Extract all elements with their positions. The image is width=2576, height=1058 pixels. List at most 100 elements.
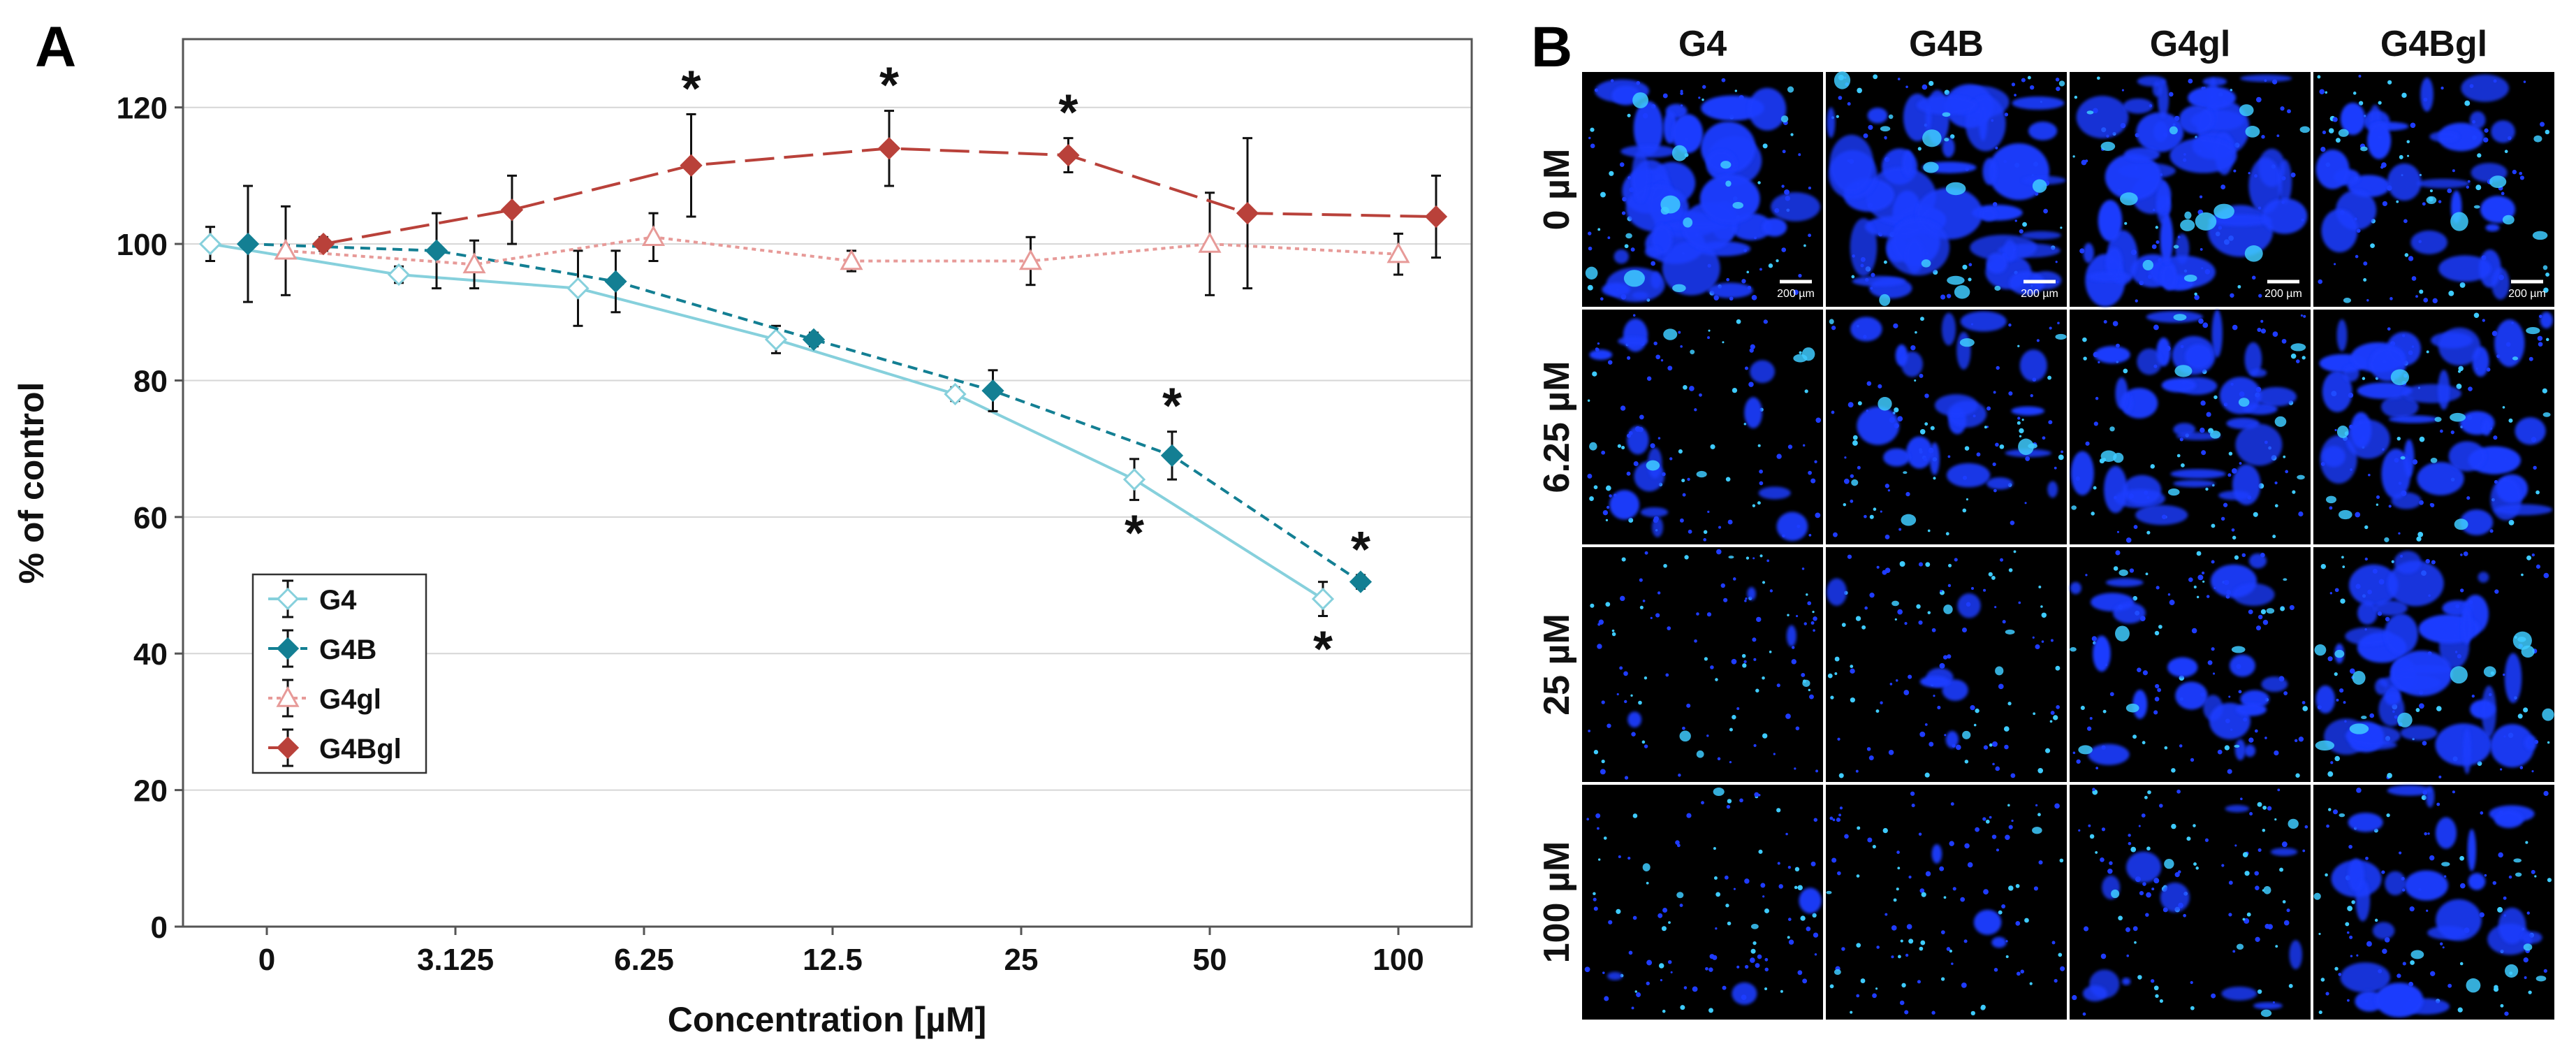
cell-speck — [2142, 741, 2146, 745]
cell-speck — [2279, 867, 2284, 872]
cell-speck — [2388, 505, 2392, 508]
cell-speck — [2387, 80, 2392, 85]
cell-speck — [1776, 683, 1780, 688]
cell-speck — [1653, 341, 1657, 346]
cell-speck — [2198, 318, 2204, 324]
cell-speck — [2300, 314, 2303, 317]
cell-speck — [2543, 287, 2549, 294]
cell-speck — [1851, 275, 1855, 279]
cell-speck — [1795, 726, 1800, 731]
cell-speck — [1896, 887, 1899, 891]
cell-cluster — [2083, 242, 2094, 263]
cell-speck — [2002, 620, 2006, 624]
cell-speck — [2086, 726, 2092, 731]
cell-speck — [2171, 823, 2176, 829]
cell-speck — [1933, 477, 1936, 480]
cell-speck — [2274, 481, 2278, 485]
fluorescence-spot — [2336, 425, 2349, 438]
cell-speck — [2526, 911, 2530, 915]
cell-speck — [1662, 1009, 1666, 1013]
cell-speck — [2303, 314, 2306, 318]
cell-speck — [2257, 802, 2262, 807]
fluorescence-spot — [2454, 519, 2468, 530]
cell-speck — [1966, 498, 1968, 501]
fluorescence-spot — [2173, 314, 2187, 321]
cell-speck — [1776, 259, 1779, 263]
cell-speck — [2531, 770, 2534, 773]
cell-speck — [2153, 985, 2159, 991]
cell-speck — [2010, 520, 2015, 526]
cell-speck — [1882, 827, 1888, 834]
cell-speck — [2153, 324, 2159, 331]
cell-cluster — [2438, 255, 2491, 282]
cell-speck — [2355, 254, 2359, 259]
cell-speck — [1757, 444, 1761, 447]
data-point — [641, 225, 666, 247]
cell-speck — [1975, 708, 1979, 713]
cell-cluster — [2321, 209, 2358, 253]
series-g4b: ** — [236, 184, 1373, 593]
cell-speck — [2334, 588, 2339, 593]
cell-cluster — [2104, 465, 2128, 514]
cell-speck — [2228, 913, 2232, 917]
cell-speck — [2054, 978, 2058, 983]
cell-speck — [1950, 802, 1954, 806]
fluorescence-spot — [1696, 750, 1704, 758]
legend-label: G4 — [319, 585, 357, 616]
cell-cluster — [2088, 744, 2130, 765]
row-label: 0 µM — [1537, 149, 1577, 231]
cell-speck — [2142, 882, 2146, 886]
fluorescence-spot — [2260, 1009, 2272, 1017]
cell-speck — [1992, 762, 1995, 766]
cell-speck — [2186, 836, 2191, 841]
cell-speck — [2534, 875, 2537, 878]
cell-speck — [2030, 394, 2033, 398]
cell-speck — [2325, 873, 2328, 877]
cell-cluster — [1867, 107, 1888, 124]
cell-speck — [2355, 512, 2361, 518]
cell-cluster — [1905, 436, 1933, 469]
cell-speck — [2438, 775, 2442, 778]
cell-cluster — [2468, 873, 2486, 890]
cell-speck — [2260, 609, 2267, 615]
cell-speck — [1962, 264, 1968, 270]
fluorescence-spot — [1787, 86, 1794, 93]
data-point — [312, 232, 335, 256]
cell-speck — [1984, 426, 1987, 429]
cell-speck — [1694, 408, 1697, 412]
cell-speck — [1762, 733, 1768, 739]
cell-speck — [2190, 758, 2195, 762]
cell-speck — [1745, 597, 1748, 600]
cell-cluster — [2028, 121, 2058, 140]
cell-speck — [2480, 811, 2484, 815]
cell-cluster — [2137, 348, 2162, 375]
cell-cluster — [2404, 870, 2448, 901]
cell-speck — [1601, 759, 1605, 764]
cell-speck — [2406, 140, 2410, 144]
cell-speck — [2084, 926, 2089, 932]
cell-speck — [1751, 295, 1757, 300]
cell-speck — [1831, 326, 1836, 331]
cell-speck — [2014, 219, 2017, 222]
cell-speck — [1651, 261, 1656, 266]
cell-speck — [1768, 263, 1773, 268]
cell-speck — [2332, 117, 2338, 122]
cell-speck — [1631, 732, 1636, 737]
fluorescence-spot — [2086, 110, 2094, 115]
cell-speck — [1746, 556, 1750, 560]
cell-speck — [1856, 874, 1860, 878]
cell-cluster — [2235, 423, 2283, 466]
cell-speck — [2524, 976, 2527, 979]
significance-marker: * — [1351, 522, 1370, 578]
fluorescence-spot — [2028, 443, 2037, 449]
cell-speck — [1924, 723, 1928, 726]
cell-cluster — [2387, 163, 2422, 201]
cell-speck — [2369, 713, 2375, 718]
cell-cluster — [2160, 263, 2177, 291]
cell-cluster — [2429, 131, 2459, 143]
fluorescence-spot — [2450, 212, 2468, 231]
cell-speck — [1882, 570, 1887, 575]
cell-cluster — [1613, 249, 1629, 264]
cell-cluster — [2175, 681, 2208, 710]
cell-speck — [2325, 91, 2328, 94]
